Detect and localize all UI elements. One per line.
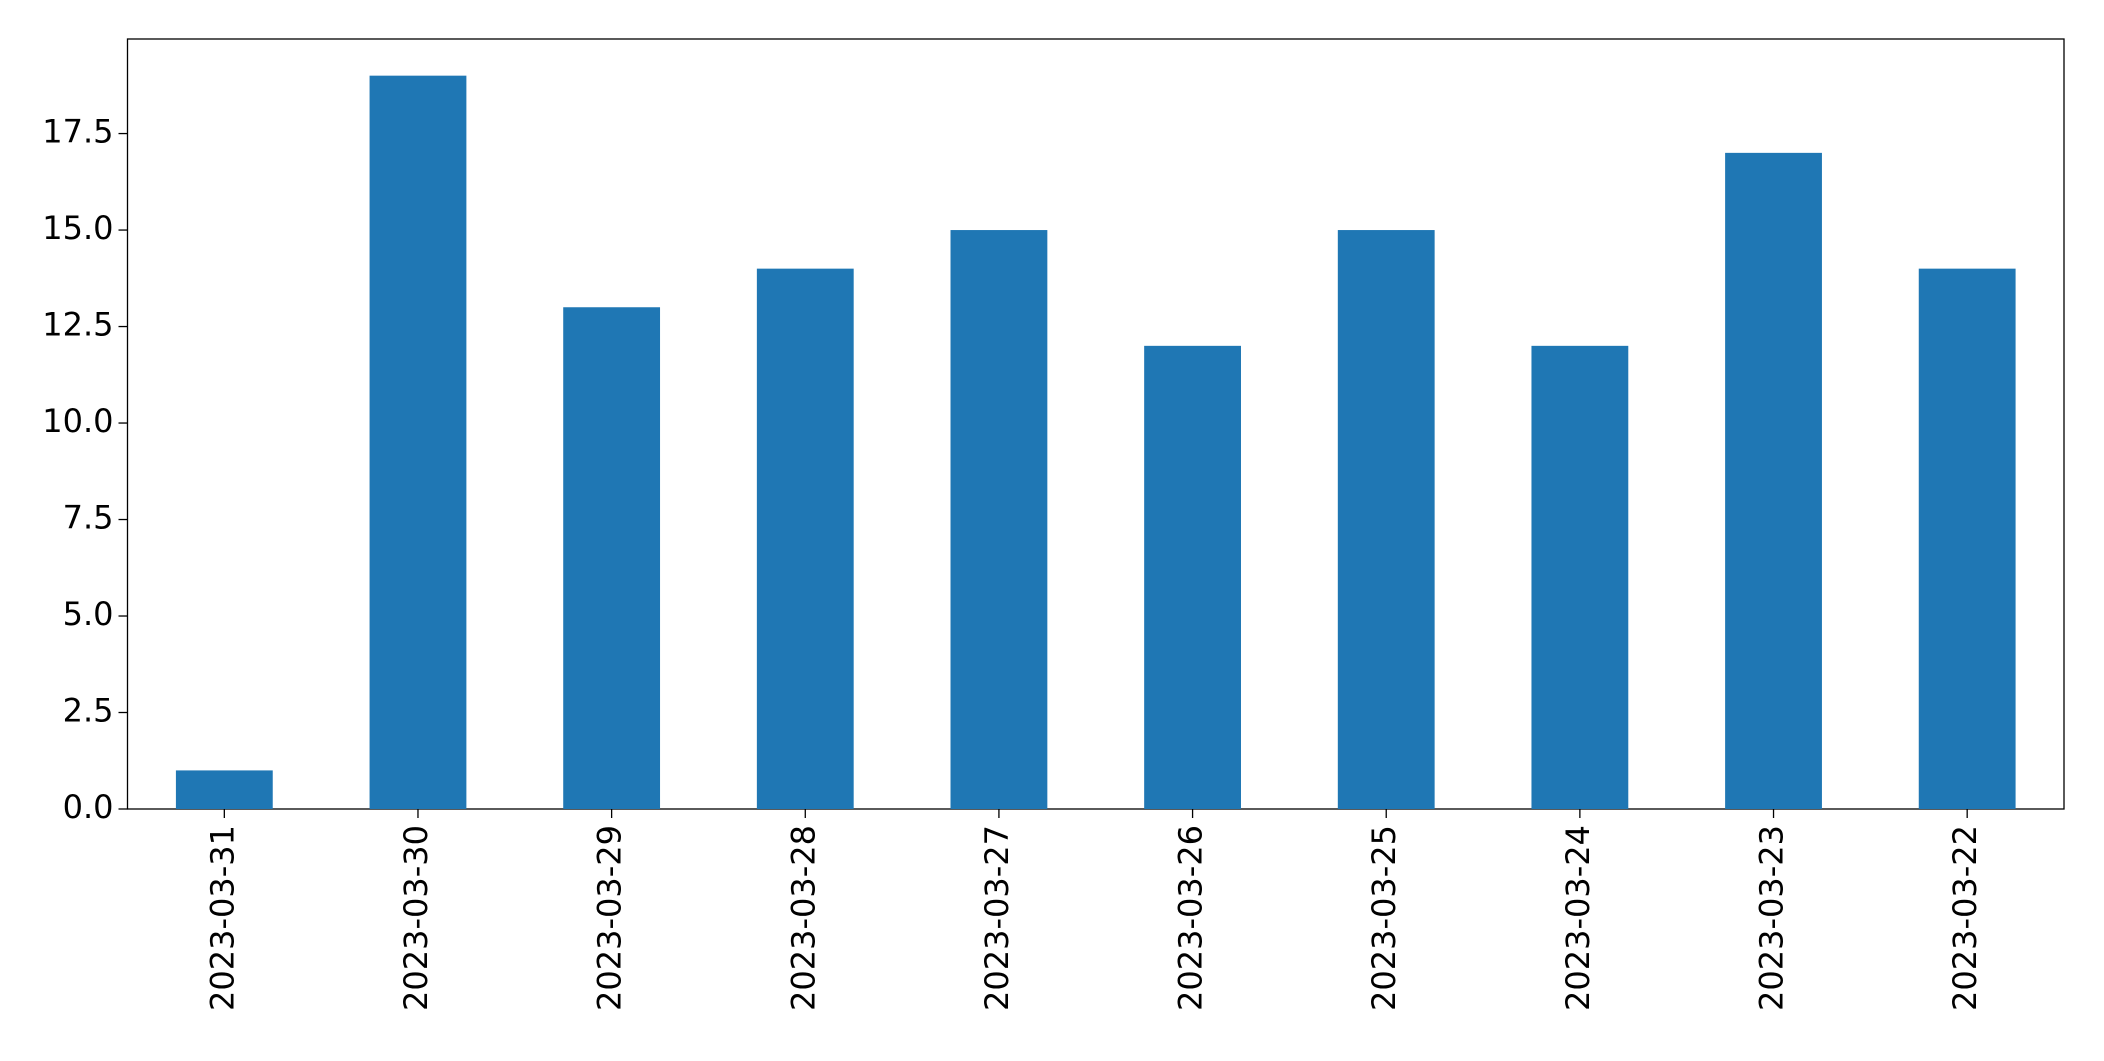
bar — [175, 770, 273, 809]
x-tick-label: 2023-03-22 — [1946, 825, 1984, 1011]
bar — [756, 268, 854, 809]
x-tick-label: 2023-03-29 — [591, 825, 629, 1011]
y-tick-label: 2.5 — [63, 692, 114, 730]
x-tick-label: 2023-03-24 — [1559, 825, 1597, 1011]
y-tick-label: 7.5 — [63, 499, 114, 537]
x-tick-label: 2023-03-26 — [1172, 825, 1210, 1011]
bar — [1531, 345, 1629, 809]
bar — [950, 230, 1048, 810]
bar — [369, 75, 467, 809]
plot-frame — [126, 38, 2065, 810]
x-tick-label: 2023-03-25 — [1365, 825, 1403, 1011]
y-tick-label: 12.5 — [42, 306, 113, 344]
bar — [1725, 152, 1822, 810]
y-tick-label: 17.5 — [42, 113, 113, 151]
bar — [1918, 268, 2016, 809]
bar — [563, 307, 661, 809]
x-tick-label: 2023-03-31 — [203, 825, 241, 1011]
x-tick-label: 2023-03-28 — [784, 825, 822, 1011]
y-tick-label: 5.0 — [63, 595, 114, 633]
x-tick-label: 2023-03-30 — [397, 825, 435, 1011]
bar — [1144, 345, 1241, 809]
x-tick-label: 2023-03-27 — [978, 825, 1016, 1011]
bar — [1337, 230, 1435, 810]
y-tick-label: 0.0 — [63, 788, 114, 826]
y-tick-label: 15.0 — [42, 209, 113, 247]
x-tick-label: 2023-03-23 — [1753, 825, 1791, 1011]
y-tick-label: 10.0 — [42, 402, 113, 440]
